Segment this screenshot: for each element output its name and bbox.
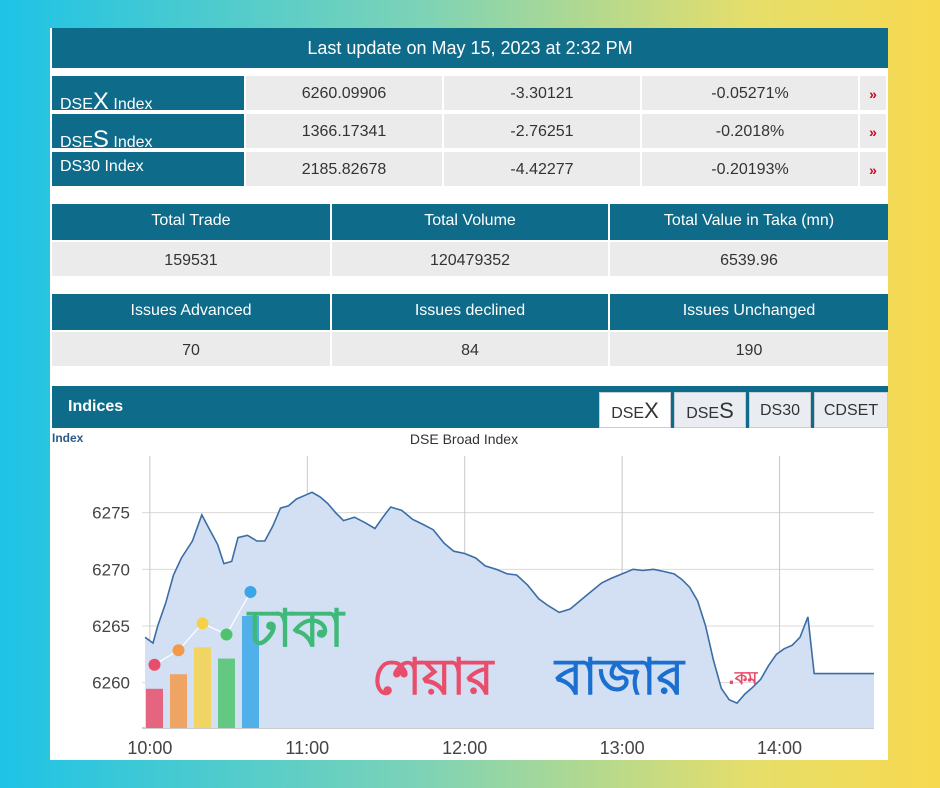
- tab-ds30[interactable]: DS30: [749, 392, 811, 428]
- logo-bar: [146, 688, 163, 728]
- index-value: 1366.17341: [244, 112, 442, 148]
- total-value-header: Total Value in Taka (mn): [608, 204, 888, 240]
- chart-title: DSE Broad Index: [410, 431, 518, 447]
- tab-dses[interactable]: DSES: [674, 392, 746, 428]
- watermark-share: শেয়ার: [372, 648, 494, 706]
- dse-market-panel: Last update on May 15, 2023 at 2:32 PM D…: [50, 28, 888, 760]
- total-trade-header: Total Trade: [52, 204, 330, 240]
- tab-dsex[interactable]: DSEX: [599, 392, 671, 428]
- x-tick-label: 12:00: [442, 738, 487, 758]
- logo-dot: [196, 617, 209, 630]
- issues-advanced-value: 70: [52, 330, 330, 366]
- issues-declined-value: 84: [330, 330, 608, 366]
- y-tick-label: 6260: [92, 674, 130, 693]
- index-change: -4.42277: [442, 150, 640, 186]
- logo-bar: [170, 674, 187, 728]
- index-row-ds30: DS30 Index 2185.82678 -4.42277 -0.20193%…: [52, 150, 888, 186]
- total-volume-value: 120479352: [330, 240, 608, 276]
- logo-dot: [220, 628, 233, 641]
- watermark-bazar: বাজার: [555, 648, 685, 706]
- issues-advanced-header: Issues Advanced: [52, 294, 330, 330]
- x-tick-label: 10:00: [127, 738, 172, 758]
- index-name[interactable]: DSES Index: [52, 112, 244, 153]
- index-percent: -0.05271%: [640, 74, 858, 110]
- total-volume-header: Total Volume: [330, 204, 608, 240]
- logo-bar: [242, 616, 259, 728]
- index-percent: -0.2018%: [640, 112, 858, 148]
- indices-panel-header: Indices DSEX DSES DS30 CDSET: [52, 386, 888, 428]
- y-tick-label: 6265: [92, 617, 130, 636]
- y-tick-label: 6275: [92, 504, 130, 523]
- indices-title: Indices: [68, 398, 124, 415]
- total-trade-value: 159531: [52, 240, 330, 276]
- down-arrow-icon: »: [858, 150, 886, 186]
- y-axis-label: Index: [52, 431, 84, 445]
- index-value: 6260.09906: [244, 74, 442, 110]
- x-tick-label: 13:00: [600, 738, 645, 758]
- logo-dot: [244, 586, 257, 598]
- index-change: -2.76251: [442, 112, 640, 148]
- logo-bar: [194, 647, 211, 728]
- dse-broad-index-chart: Index DSE Broad Index 6260 6265 6270 6275 1…: [52, 428, 888, 760]
- last-update-header: Last update on May 15, 2023 at 2:32 PM: [52, 28, 888, 68]
- x-tick-label: 14:00: [757, 738, 802, 758]
- index-row-dsex: DSEX Index 6260.09906 -3.30121 -0.05271%…: [52, 74, 888, 115]
- index-chart-area: Index DSE Broad Index 6260 6265 6270 6275 1…: [52, 428, 888, 760]
- index-row-dses: DSES Index 1366.17341 -2.76251 -0.2018% …: [52, 112, 888, 153]
- index-value: 2185.82678: [244, 150, 442, 186]
- issues-unchanged-header: Issues Unchanged: [608, 294, 888, 330]
- index-line: [144, 491, 874, 705]
- logo-dot: [148, 658, 161, 671]
- x-tick-label: 11:00: [285, 738, 329, 758]
- trade-stats-table: Total Trade Total Volume Total Value in …: [52, 204, 888, 278]
- index-change: -3.30121: [442, 74, 640, 110]
- watermark-dhaka: ঢাকা: [248, 599, 344, 659]
- logo-bar: [218, 658, 235, 728]
- issues-declined-header: Issues declined: [330, 294, 608, 330]
- total-value-value: 6539.96: [608, 240, 888, 276]
- index-percent: -0.20193%: [640, 150, 858, 186]
- issue-stats-table: Issues Advanced Issues declined Issues U…: [52, 294, 888, 368]
- watermark-com: .কম: [728, 668, 758, 689]
- index-name[interactable]: DSEX Index: [52, 74, 244, 115]
- logo-dot: [172, 644, 185, 657]
- down-arrow-icon: »: [858, 112, 886, 148]
- index-area: [145, 492, 875, 728]
- issues-unchanged-value: 190: [608, 330, 888, 366]
- y-tick-label: 6270: [92, 560, 130, 579]
- index-name[interactable]: DS30 Index: [52, 150, 244, 186]
- tab-cdset[interactable]: CDSET: [814, 392, 888, 428]
- down-arrow-icon: »: [858, 74, 886, 110]
